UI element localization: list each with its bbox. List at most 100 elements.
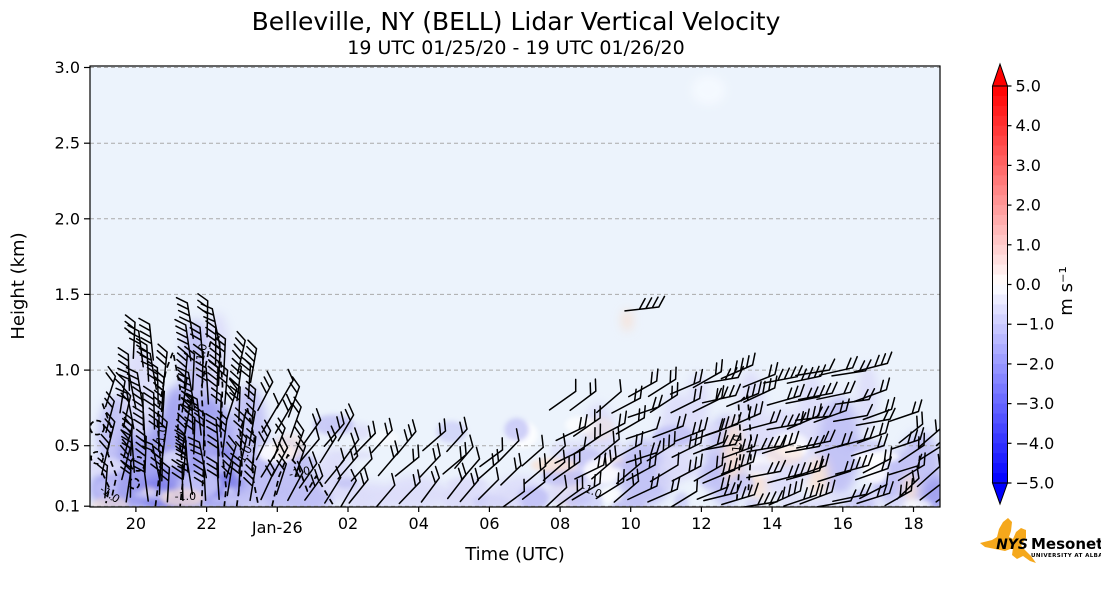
shading-blob <box>616 439 674 507</box>
wind-barb <box>692 429 727 455</box>
wind-barb <box>121 411 134 457</box>
wind-barb <box>171 458 184 502</box>
colorbar-bar-segment <box>992 353 1008 365</box>
wind-barb <box>243 402 256 447</box>
x-tick-label: Jan-26 <box>251 518 303 537</box>
speckle-blob <box>273 433 305 460</box>
wind-barb <box>274 393 293 434</box>
wind-barb <box>545 474 568 507</box>
speckle-blob <box>443 487 472 507</box>
wind-barb <box>692 359 724 389</box>
y-tick-label: 3.0 <box>55 58 80 77</box>
wind-barb <box>783 482 821 507</box>
wind-barb <box>229 452 242 496</box>
speckle-blob <box>355 488 369 507</box>
colorbar-bar-segment <box>992 383 1008 395</box>
x-tick-label: 06 <box>479 514 499 533</box>
wind-barb <box>135 337 150 382</box>
wind-barb <box>786 403 822 430</box>
wind-barb <box>742 409 782 432</box>
wind-barb <box>140 439 161 481</box>
wind-barb <box>702 457 738 484</box>
x-axis-label: Time (UTC) <box>464 544 565 565</box>
contour-label: -1.0 <box>175 490 196 503</box>
wind-barb <box>215 410 228 454</box>
wind-barb <box>768 478 804 506</box>
wind-barb <box>941 430 965 460</box>
wind-barb <box>761 430 800 455</box>
wind-barb <box>720 352 756 380</box>
wind-barb <box>225 435 237 479</box>
wind-barb <box>180 390 194 435</box>
x-tick-label: 04 <box>409 514 429 533</box>
wind-barb <box>153 369 165 413</box>
colorbar-bar-segment <box>992 224 1008 236</box>
wind-barb <box>856 481 894 505</box>
wind-barb <box>671 453 703 482</box>
wind-barb <box>115 387 135 430</box>
colorbar-bar-segment <box>992 304 1008 315</box>
speckle-blob <box>91 496 129 507</box>
wind-barb <box>763 365 803 384</box>
colorbar-tick-label: −3.0 <box>1016 394 1055 413</box>
wind-barb <box>120 453 132 498</box>
wind-barb <box>792 453 830 478</box>
colorbar-bar-segment <box>992 125 1008 137</box>
wind-barb <box>613 468 640 503</box>
wind-barb <box>276 368 294 409</box>
colorbar-bar-segment <box>992 185 1008 196</box>
wind-barb <box>275 453 288 496</box>
wind-barb <box>834 453 874 475</box>
wind-barb <box>703 365 745 384</box>
wind-barb <box>229 357 243 402</box>
x-tick-label: 16 <box>833 514 853 533</box>
wind-barb <box>918 415 940 449</box>
wind-barb <box>477 466 500 501</box>
wind-barb <box>132 386 145 431</box>
wind-barb <box>184 409 196 455</box>
wind-barb <box>476 448 500 481</box>
wind-barb <box>548 378 577 411</box>
logo: NYS Mesonet UNIVERSITY AT ALBANY <box>980 518 1101 563</box>
colorbar-bar-segment <box>992 254 1008 266</box>
wind-barb <box>704 411 742 436</box>
wind-barb <box>205 456 220 501</box>
wind-barb <box>179 390 192 435</box>
x-tick-label: 02 <box>338 514 358 533</box>
colorbar-bar-segment <box>992 274 1008 285</box>
wind-barb <box>649 381 679 413</box>
colorbar-bar-segment <box>992 135 1008 146</box>
colorbar-bar-segment <box>992 453 1008 464</box>
contour-line <box>735 393 753 501</box>
wind-barb <box>853 377 891 403</box>
wind-barb <box>117 347 131 392</box>
wind-barb <box>337 403 355 442</box>
wind-barb <box>897 452 926 482</box>
wind-barb <box>796 429 836 449</box>
colorbar-bar-segment <box>992 294 1008 305</box>
wind-barb <box>479 437 504 468</box>
wind-barb <box>728 401 764 428</box>
wind-barb <box>627 394 663 418</box>
wind-barb <box>941 451 968 478</box>
wind-barb <box>96 457 109 499</box>
wind-barb <box>898 411 924 444</box>
wind-barb <box>625 416 661 440</box>
wind-barb <box>701 432 742 451</box>
x-tick-label: 10 <box>621 514 641 533</box>
wind-barb <box>350 446 373 482</box>
colorbar-bar-segment <box>992 324 1008 335</box>
wind-barb <box>244 380 257 424</box>
contour-circle <box>90 419 105 436</box>
wind-barb <box>693 452 724 482</box>
wind-barb <box>795 358 836 377</box>
colorbar-bar-segment <box>992 234 1008 246</box>
wind-barb <box>287 376 301 418</box>
chart-title: Belleville, NY (BELL) Lidar Vertical Vel… <box>252 7 781 36</box>
wind-barb <box>701 383 742 404</box>
colorbar-tick-label: 2.0 <box>1016 196 1041 215</box>
colorbar-bar-segment <box>992 215 1008 226</box>
colorbar-bar-segment <box>992 105 1008 117</box>
colorbar-bar-segment <box>992 95 1008 107</box>
wind-barb <box>646 430 676 462</box>
